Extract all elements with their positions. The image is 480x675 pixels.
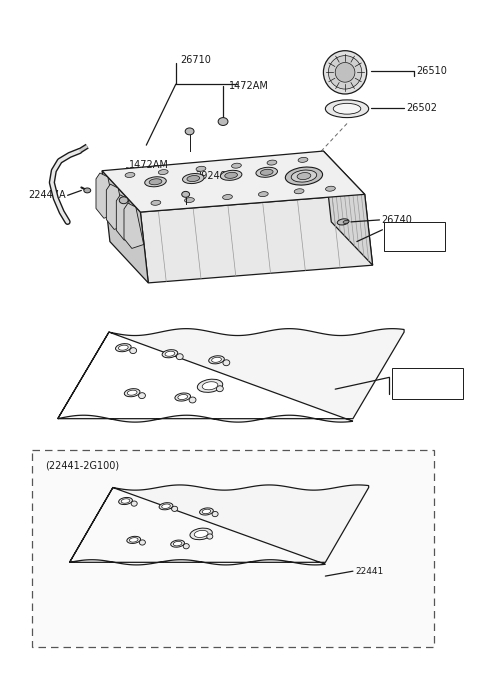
Ellipse shape [196,166,206,171]
Ellipse shape [182,173,204,184]
Polygon shape [107,184,126,230]
Ellipse shape [84,188,91,193]
Ellipse shape [158,169,168,175]
Polygon shape [102,151,365,212]
Ellipse shape [162,504,170,508]
Ellipse shape [294,189,304,194]
Ellipse shape [197,379,223,392]
Ellipse shape [171,540,184,547]
Ellipse shape [190,528,212,540]
Polygon shape [141,194,372,283]
Ellipse shape [231,163,241,168]
Ellipse shape [162,350,178,358]
Ellipse shape [298,157,308,163]
Ellipse shape [184,198,194,202]
Ellipse shape [343,220,349,223]
Ellipse shape [175,393,191,401]
Polygon shape [96,173,116,218]
Text: 26740: 26740 [382,215,412,225]
Text: 26510: 26510 [416,66,447,76]
Ellipse shape [209,356,224,364]
Polygon shape [324,151,372,265]
Ellipse shape [267,160,277,165]
Ellipse shape [207,534,213,539]
Text: (22441-2G000): (22441-2G000) [395,373,464,382]
Ellipse shape [145,177,166,187]
Ellipse shape [127,537,141,543]
Ellipse shape [182,192,190,197]
Ellipse shape [258,192,268,196]
Text: 22441: 22441 [355,567,383,576]
Polygon shape [102,171,148,283]
Ellipse shape [285,167,323,185]
Circle shape [324,51,367,94]
Ellipse shape [139,393,145,399]
FancyBboxPatch shape [392,367,463,399]
Ellipse shape [325,100,369,117]
Polygon shape [124,203,144,248]
Ellipse shape [176,354,183,360]
Ellipse shape [260,169,273,176]
Text: 26502: 26502 [406,103,437,113]
Ellipse shape [151,200,161,205]
Ellipse shape [202,509,211,514]
Ellipse shape [119,497,132,505]
Ellipse shape [116,344,131,352]
Ellipse shape [216,385,223,391]
Ellipse shape [131,501,137,506]
Ellipse shape [291,170,317,182]
Ellipse shape [127,390,137,396]
Polygon shape [116,195,136,240]
Ellipse shape [119,197,128,204]
Ellipse shape [212,357,221,362]
Ellipse shape [139,540,145,545]
Text: 1472AM: 1472AM [129,160,168,170]
Ellipse shape [178,394,188,400]
Ellipse shape [297,173,311,180]
Ellipse shape [225,172,238,178]
Ellipse shape [212,512,218,516]
Ellipse shape [125,173,135,178]
Polygon shape [58,329,404,422]
Ellipse shape [189,397,196,403]
Circle shape [328,55,362,89]
Polygon shape [70,485,369,565]
FancyBboxPatch shape [384,222,445,251]
Ellipse shape [200,508,213,515]
Text: 1472AM: 1472AM [229,81,269,91]
Ellipse shape [333,103,361,114]
Ellipse shape [121,499,130,504]
FancyBboxPatch shape [32,450,433,647]
Text: 22410A: 22410A [387,235,425,244]
Ellipse shape [159,503,173,510]
Text: 26710: 26710 [180,55,211,65]
Ellipse shape [202,382,218,390]
Ellipse shape [185,128,194,135]
Ellipse shape [194,531,208,537]
Ellipse shape [165,351,175,356]
Ellipse shape [220,170,242,180]
Ellipse shape [119,345,128,350]
Ellipse shape [223,360,230,366]
Ellipse shape [187,176,200,182]
Ellipse shape [223,194,232,200]
Ellipse shape [149,179,162,185]
Text: 22441: 22441 [395,385,423,394]
Text: 22447A: 22447A [28,190,66,200]
Ellipse shape [130,538,138,542]
Ellipse shape [218,117,228,126]
Ellipse shape [173,541,182,546]
Ellipse shape [130,348,137,354]
Circle shape [335,63,355,82]
Text: 29246A: 29246A [195,171,233,181]
Ellipse shape [256,167,277,178]
Ellipse shape [172,506,178,512]
Text: (22441-2G100): (22441-2G100) [45,461,119,471]
Ellipse shape [325,186,336,191]
Ellipse shape [124,389,140,397]
Ellipse shape [337,219,349,225]
Ellipse shape [183,543,189,549]
